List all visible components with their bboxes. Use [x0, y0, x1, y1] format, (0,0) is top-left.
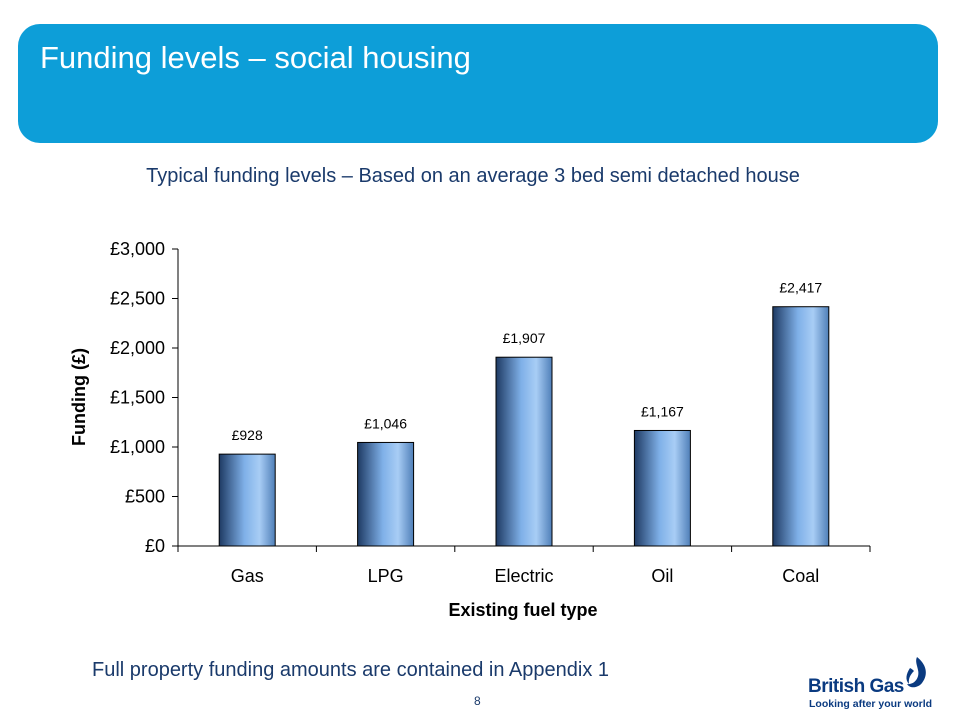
slide-title: Funding levels – social housing: [40, 40, 471, 75]
appendix-note: Full property funding amounts are contai…: [92, 659, 610, 681]
x-tick-label: Coal: [782, 566, 819, 586]
y-tick-label: £2,500: [110, 289, 165, 309]
data-label: £1,167: [641, 403, 684, 419]
y-tick-label: £500: [125, 487, 165, 507]
y-tick-label: £0: [145, 536, 165, 556]
x-axis-title: Existing fuel type: [448, 600, 597, 620]
flame-icon: [906, 657, 926, 688]
x-tick-label: Electric: [494, 566, 553, 586]
x-tick-label: LPG: [368, 566, 404, 586]
bar-coal: [772, 306, 830, 547]
y-tick-label: £1,500: [110, 388, 165, 408]
data-label: £1,907: [503, 330, 546, 346]
page-number: 8: [474, 694, 481, 708]
y-tick-label: £1,000: [110, 437, 165, 457]
bar-electric: [495, 356, 553, 547]
bar-lpg: [357, 441, 415, 547]
data-label: £2,417: [779, 280, 822, 296]
x-tick-label: Gas: [231, 566, 264, 586]
title-banner: [18, 24, 938, 143]
y-tick-label: £3,000: [110, 239, 165, 259]
y-tick-label: £2,000: [110, 338, 165, 358]
british-gas-logo: British Gas Looking after your world: [808, 656, 932, 712]
y-axis-title: Funding (£): [69, 348, 89, 446]
brand-name: British Gas: [808, 676, 904, 697]
data-label: £1,046: [364, 415, 407, 431]
brand-tagline: Looking after your world: [809, 698, 933, 710]
chart-subtitle: Typical funding levels – Based on an ave…: [146, 165, 800, 187]
x-tick-label: Oil: [651, 566, 673, 586]
data-label: £928: [232, 427, 263, 443]
bar-gas: [218, 453, 276, 547]
bar-oil: [633, 429, 691, 547]
